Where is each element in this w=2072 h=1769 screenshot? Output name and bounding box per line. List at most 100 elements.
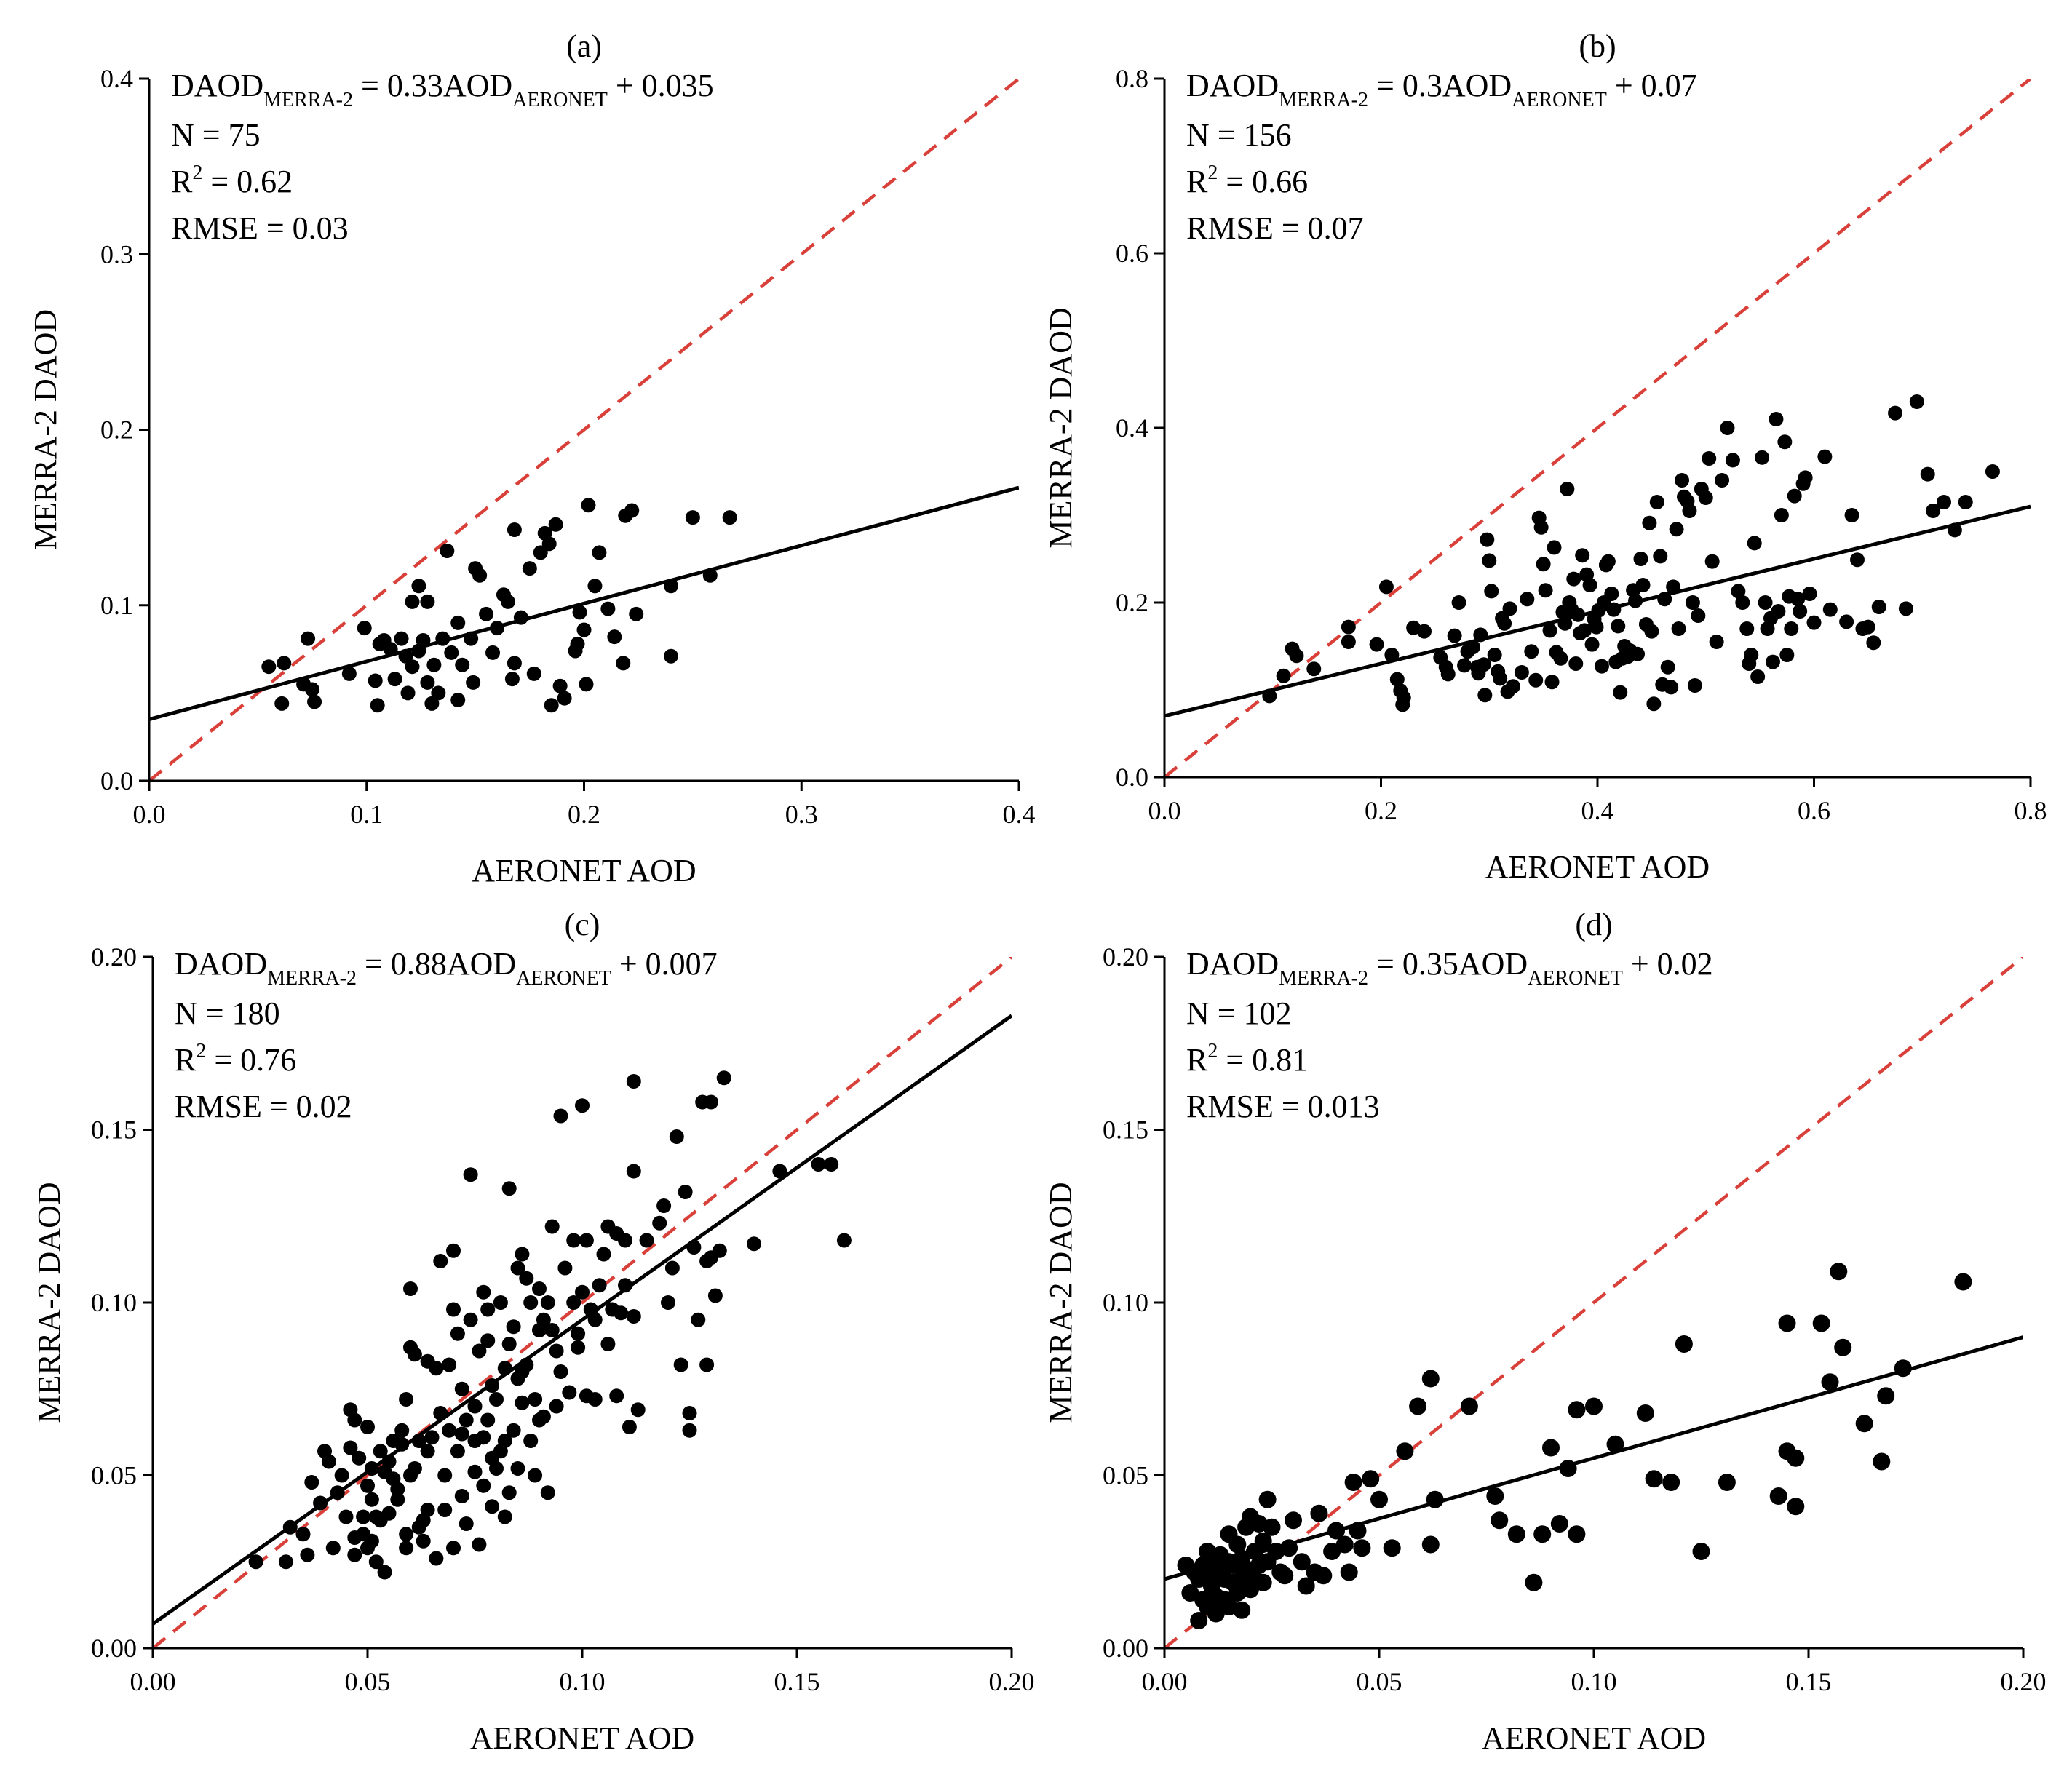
y-tick-label: 0.00 — [1103, 1634, 1148, 1663]
data-point — [1778, 1314, 1796, 1332]
data-point — [472, 1537, 487, 1552]
y-tick-label: 0.1 — [100, 591, 133, 620]
data-point — [347, 1412, 362, 1428]
data-point — [1822, 602, 1838, 617]
data-point — [489, 1392, 504, 1407]
data-point — [1263, 1518, 1281, 1536]
data-point — [1589, 619, 1604, 635]
data-point — [1370, 1490, 1388, 1508]
data-point — [1228, 1535, 1247, 1554]
data-point — [1790, 592, 1806, 607]
data-point — [1528, 672, 1544, 688]
data-point — [1709, 635, 1724, 649]
data-point — [1839, 614, 1854, 629]
data-point — [1817, 449, 1833, 464]
data-point — [1877, 1387, 1895, 1405]
data-point — [1306, 661, 1322, 677]
data-point — [1787, 1449, 1805, 1467]
data-point — [455, 657, 470, 672]
data-point — [1844, 508, 1859, 522]
x-tick-label: 0.00 — [1142, 1667, 1188, 1696]
data-point — [1779, 648, 1795, 662]
data-point — [622, 1420, 637, 1434]
data-point — [261, 659, 277, 675]
data-point — [1353, 1539, 1371, 1557]
data-point — [334, 1468, 349, 1483]
data-point — [479, 606, 494, 621]
data-point — [485, 645, 501, 660]
data-point — [278, 1554, 293, 1570]
eq-subscript: MERRA-2 — [1279, 967, 1368, 990]
data-point — [1830, 1263, 1848, 1281]
data-point — [1692, 1543, 1710, 1560]
y-tick-label: 0.20 — [1103, 942, 1148, 971]
data-point — [1718, 1474, 1736, 1491]
data-point — [420, 594, 435, 609]
data-point — [424, 1430, 440, 1445]
x-tick-label: 0.2 — [568, 800, 600, 829]
data-point — [519, 1271, 534, 1286]
data-point — [489, 1461, 504, 1476]
y-tick-label: 0.10 — [91, 1288, 137, 1317]
x-tick-label: 0.4 — [1581, 796, 1614, 825]
data-point — [1604, 587, 1619, 601]
data-point — [454, 1489, 469, 1503]
rmse: RMSE = 0.03 — [171, 210, 349, 246]
data-point — [669, 1129, 684, 1144]
data-point — [1383, 1539, 1401, 1557]
data-point — [576, 622, 592, 637]
data-point — [370, 698, 385, 713]
data-point — [429, 1361, 444, 1376]
x-axis-title: AERONET AOD — [1485, 849, 1710, 885]
y-tick-label: 0.20 — [91, 942, 137, 971]
y-axis-title: MERRA-2 DAOD — [1043, 1182, 1079, 1423]
data-point — [1568, 656, 1584, 671]
data-point — [1636, 1404, 1654, 1422]
r-squared: R2 = 0.81 — [1186, 1040, 1308, 1078]
data-point — [1769, 1487, 1787, 1505]
data-point — [685, 510, 700, 525]
data-point — [426, 657, 442, 672]
data-point — [652, 1215, 667, 1231]
y-tick-label: 0.15 — [1103, 1116, 1148, 1145]
data-point — [1310, 1504, 1328, 1522]
eq-suffix: + 0.07 — [1607, 68, 1697, 103]
data-point — [1787, 488, 1802, 504]
data-point — [510, 1260, 525, 1276]
data-point — [587, 579, 603, 594]
data-point — [424, 696, 440, 711]
data-point — [579, 677, 594, 692]
data-point — [1536, 557, 1551, 572]
one-to-one-line — [1164, 79, 2031, 777]
data-point — [1533, 520, 1549, 535]
data-point — [364, 1492, 379, 1507]
data-point — [1497, 616, 1512, 631]
data-point — [1821, 1373, 1839, 1391]
data-point — [1594, 659, 1609, 674]
data-point — [476, 1284, 491, 1300]
panel-label: (d) — [1575, 907, 1612, 942]
data-point — [682, 1406, 697, 1420]
data-point — [307, 694, 322, 709]
y-axis-title: MERRA-2 DAOD — [28, 309, 63, 550]
data-point — [300, 1547, 315, 1562]
sample-count: N = 156 — [1186, 117, 1292, 153]
data-point — [304, 1475, 319, 1490]
data-point — [1765, 654, 1780, 669]
data-point — [1341, 619, 1356, 635]
r2-superscript: 2 — [192, 162, 202, 184]
data-point — [572, 605, 587, 620]
data-point — [541, 536, 557, 552]
data-point — [1926, 504, 1941, 518]
data-point — [1682, 504, 1697, 518]
data-point — [454, 1426, 469, 1442]
data-point — [277, 656, 292, 671]
r-squared: R2 = 0.66 — [1186, 162, 1308, 199]
data-point — [1421, 1535, 1440, 1554]
data-point — [480, 1333, 496, 1348]
data-point — [1560, 482, 1575, 496]
data-point — [1314, 1567, 1333, 1585]
regression-line — [153, 1014, 1012, 1626]
data-point — [571, 1326, 586, 1341]
data-point — [507, 522, 522, 538]
